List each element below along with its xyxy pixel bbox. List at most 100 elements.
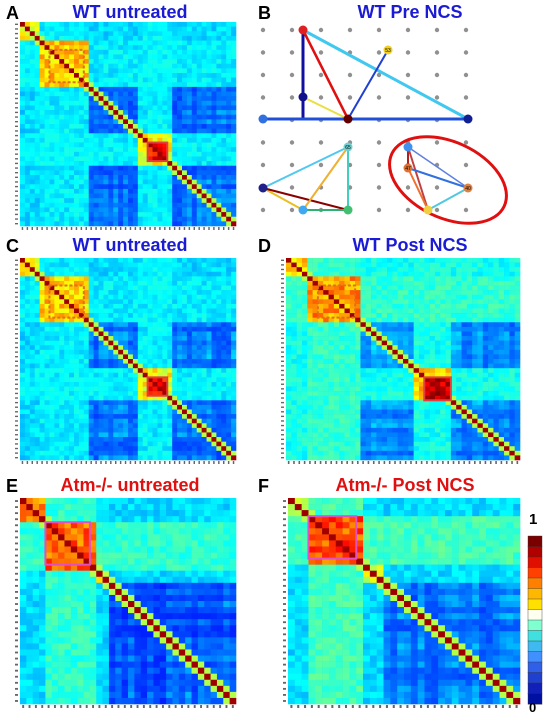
heatmap-cell [132,280,139,286]
heatmap-cell [201,285,207,291]
heatmap-cell [162,432,168,438]
heatmap-cell [403,326,409,332]
heatmap-cell [69,340,75,346]
heatmap-cell [147,216,153,222]
heatmap-cell [147,105,153,111]
heatmap-cell [376,340,383,346]
heatmap-cell [226,331,232,337]
heatmap-cell [147,372,153,378]
heatmap-cell [177,391,183,397]
heatmap-cell [59,170,65,176]
heatmap-cell [186,161,193,167]
heatmap-cell [98,91,104,97]
heatmap-cell [191,179,198,185]
heatmap-cell [39,308,45,314]
heatmap-cell [137,340,144,346]
heatmap-cell [445,349,452,355]
heatmap-cell [78,276,85,282]
col-tick [208,461,210,464]
heatmap-cell [196,285,202,291]
heatmap-cell [177,151,183,157]
heatmap-cell [64,161,70,167]
heatmap-cell [472,271,478,277]
heatmap-cell [29,317,36,323]
heatmap-cell [123,437,129,442]
row-tick [15,190,18,192]
heatmap-cell [54,303,60,309]
col-tick [26,461,29,464]
heatmap-cell [137,317,144,323]
heatmap-cell [34,35,40,41]
heatmap-cell [177,26,183,32]
heatmap-cell [64,386,70,392]
heatmap-cell [54,386,60,392]
heatmap-cell [445,285,452,291]
heatmap-cell [371,349,377,355]
heatmap-cell [167,409,173,415]
heatmap-cell [59,349,65,355]
heatmap-cell [186,368,193,374]
heatmap-cell [514,313,521,318]
heatmap-cell [49,207,55,213]
heatmap-cell [201,294,207,300]
heatmap-cell [221,262,227,268]
heatmap-cell [93,354,99,360]
heatmap-cell [39,441,45,447]
heatmap-cell [498,276,505,282]
heatmap-cell [98,68,104,74]
heatmap-cell [162,414,168,419]
heatmap-cell [177,377,183,383]
heatmap-cell [113,216,119,222]
col-tick [26,227,29,230]
heatmap-cell [49,303,55,309]
heatmap-cell [113,386,119,392]
heatmap-cell [24,391,31,397]
heatmap-cell [123,303,129,309]
heatmap-cell [226,133,232,139]
heatmap-cell [69,96,75,102]
heatmap-cell [328,290,335,296]
heatmap-cell [34,68,40,74]
heatmap-cell [477,271,484,277]
row-tick [15,282,18,284]
heatmap-cell [307,280,313,286]
heatmap-cell [211,133,217,139]
heatmap-cell [137,308,144,314]
heatmap-cell [206,404,212,410]
heatmap-cell [29,54,36,60]
col-tick [36,461,38,464]
row-tick [15,176,18,179]
heatmap-cell [147,198,153,204]
heatmap-cell [44,381,50,387]
heatmap-cell [132,91,139,97]
heatmap-cell [186,303,193,309]
heatmap-cell [132,331,139,337]
heatmap-cell [128,221,134,227]
heatmap-cell [429,271,436,277]
heatmap-cell [328,336,335,341]
heatmap-cell [226,202,232,208]
heatmap-cell [78,216,85,222]
heatmap-cell [69,441,75,447]
heatmap-cell [349,285,356,291]
heatmap-cell [157,207,163,213]
heatmap-cell [157,446,163,452]
heatmap-cell [162,86,168,92]
heatmap-cell [177,427,183,433]
heatmap-cell [182,391,188,397]
heatmap-cell [88,86,94,92]
heatmap-cell [231,326,237,332]
heatmap-cell [98,322,104,328]
heatmap-cell [93,40,99,46]
heatmap-cell [137,414,144,419]
heatmap-cell [108,198,114,204]
heatmap-cell [39,359,45,364]
heatmap-cell [182,381,188,387]
heatmap-cell [482,313,489,318]
heatmap-cell [132,363,139,369]
heatmap-cell [147,110,153,116]
heatmap-cell [349,276,356,282]
heatmap-cell [328,331,335,337]
heatmap-cell [167,179,173,185]
heatmap-cell [123,212,129,218]
